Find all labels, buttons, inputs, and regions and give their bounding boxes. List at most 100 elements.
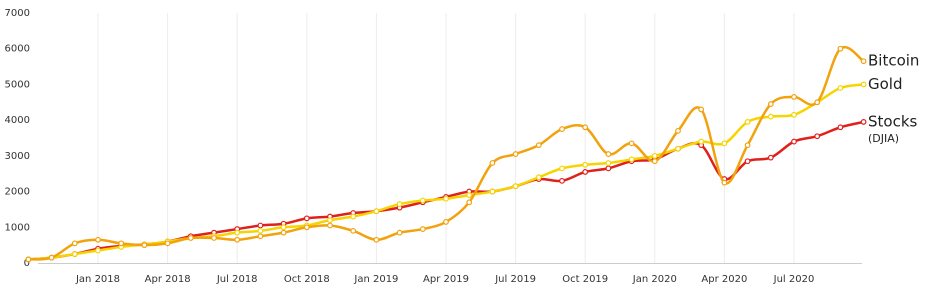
data-point [95,236,101,243]
data-point [744,142,751,149]
data-point [721,140,728,147]
x-tick-label: Jul 2019 [494,274,536,285]
data-point [257,227,264,234]
x-tick-label: Apr 2018 [145,274,191,285]
data-point [95,247,101,254]
data-point [327,217,333,224]
data-point [303,215,310,222]
data-point [187,235,194,241]
data-point [837,85,844,91]
data-point [118,240,125,247]
data-point [234,229,241,236]
data-point [512,183,519,190]
data-point [860,58,867,65]
annotation: (DJIA) [868,132,899,145]
data-point [582,169,589,175]
y-tick-label: 1000 [5,222,30,233]
data-point [744,158,751,165]
x-tick-label: Jan 2020 [632,274,677,285]
x-tick-label: Jan 2018 [75,274,120,285]
data-point [535,142,542,149]
data-point [791,138,797,145]
data-point [860,119,867,125]
y-tick-label: 6000 [5,44,30,55]
data-point [791,94,797,100]
data-point [303,224,310,231]
data-point [651,152,658,159]
data-point [744,119,751,125]
data-point [257,222,264,229]
data-point [466,192,473,199]
data-point [489,188,496,195]
data-point [280,229,287,236]
data-point [373,236,380,243]
x-tick-label: Jul 2020 [773,274,815,285]
data-point [396,229,403,236]
x-tick-label: Jan 2019 [353,274,398,285]
data-point [628,156,635,163]
data-point [582,161,589,168]
data-point [651,158,658,165]
data-point [257,233,264,240]
x-tick-label: Apr 2019 [423,274,469,285]
data-point [767,154,774,161]
data-point [419,197,426,204]
x-tick-label: Apr 2020 [701,274,747,285]
legend-label: Stocks [868,112,918,130]
data-point [396,201,403,207]
data-point [234,236,241,243]
data-point [443,219,449,225]
y-tick-label: 3000 [5,151,30,162]
x-tick-label: Oct 2018 [284,274,330,285]
data-point [675,145,681,152]
data-point [489,160,496,166]
data-point [559,177,565,184]
data-point [675,127,681,134]
data-point [767,113,774,120]
data-point [698,138,705,145]
data-point [791,111,797,118]
legend-label: Gold [868,75,903,93]
data-point [419,226,426,232]
data-point [71,240,78,247]
x-tick-label: Oct 2019 [562,274,608,285]
data-point [443,195,449,202]
data-point [582,124,589,131]
data-point [164,240,171,247]
data-point [837,45,844,52]
data-point [535,174,542,181]
data-point [605,160,612,166]
data-point [71,251,78,257]
y-tick-label: 5000 [5,79,30,90]
data-point [559,126,565,132]
data-point [814,99,821,106]
data-point [48,254,55,261]
data-point [837,124,844,131]
data-point [698,106,705,113]
data-point [350,227,357,234]
data-point [141,242,148,249]
data-point [327,222,333,229]
data-point [814,133,821,140]
data-point [721,179,728,186]
data-point [350,213,357,220]
data-point [860,81,867,88]
data-point [466,199,473,206]
x-tick-label: Jul 2018 [216,274,258,285]
y-tick-label: 0 [24,258,30,269]
data-point [373,208,380,215]
y-tick-label: 2000 [5,187,30,198]
data-point [559,165,565,172]
legend-label: Bitcoin [868,52,919,70]
y-tick-label: 7000 [5,8,30,19]
data-point [628,140,635,147]
data-point [605,165,612,172]
data-point [767,101,774,107]
y-tick-label: 4000 [5,115,30,126]
data-point [605,151,612,157]
data-point [211,235,217,241]
data-point [280,224,287,231]
data-point [25,256,32,263]
data-point [512,151,519,157]
